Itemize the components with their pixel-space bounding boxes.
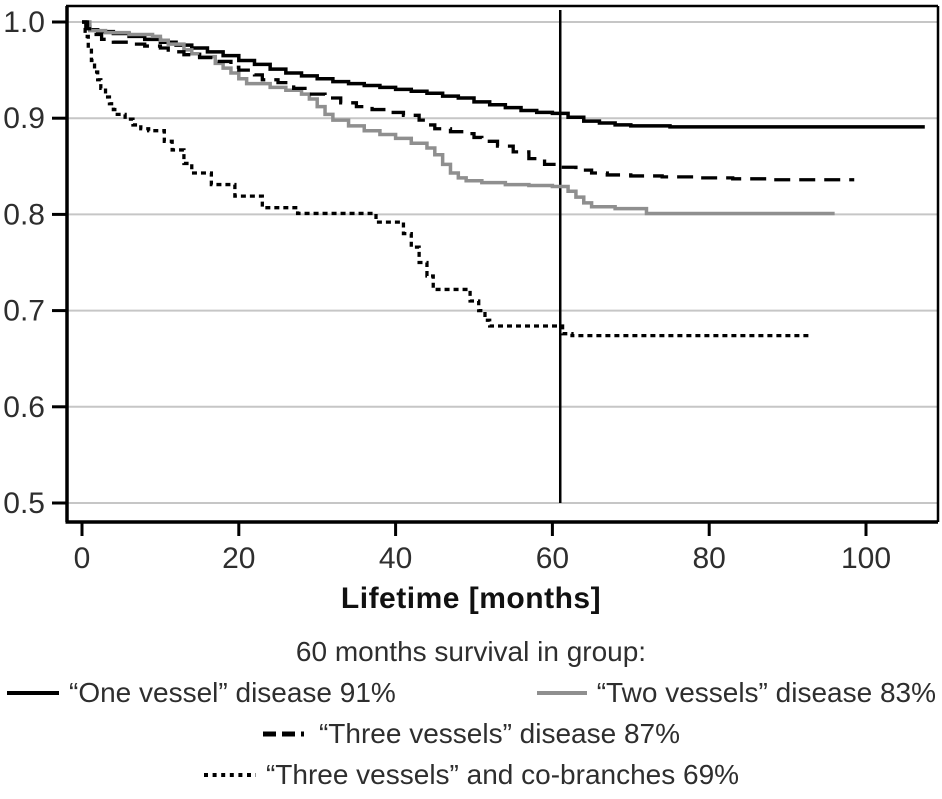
y-tick-label: 0.6 [3, 391, 45, 424]
x-axis-title: Lifetime [months] [340, 582, 602, 615]
legend-title: 60 months survival in group: [295, 636, 647, 667]
x-tick-label: 80 [693, 542, 726, 575]
legend-label-two-vessels: “Two vessels” disease 83% [596, 677, 936, 708]
line-sample-two-vessels-icon [536, 691, 587, 695]
legend-label-three-vessels: “Three vessels” disease 87% [318, 718, 681, 749]
x-tick-label: 20 [222, 542, 255, 575]
legend-row-2: “Three vessels” disease 87% [0, 718, 942, 750]
x-tick-label: 60 [536, 542, 569, 575]
series-curve-one-vessel [82, 20, 925, 129]
x-tick-label: 100 [841, 542, 891, 575]
legend-row-3: “Three vessels” and co-branches 69% [0, 759, 942, 791]
legend-item-co-branches: “Three vessels” and co-branches 69% [203, 759, 739, 791]
legend-label-co-branches: “Three vessels” and co-branches 69% [265, 759, 740, 790]
y-tick-label: 0.9 [3, 102, 45, 135]
line-sample-three-vessels-icon [262, 731, 309, 737]
legend-item-one-vessel: “One vessel” disease 91% [6, 677, 396, 709]
legend-row-1: “One vessel” disease 91% “Two vessels” d… [0, 677, 942, 709]
line-sample-co-branches-icon [203, 773, 256, 777]
y-tick-label: 0.8 [3, 198, 45, 231]
legend-item-three-vessels: “Three vessels” disease 87% [262, 718, 680, 750]
y-tick-label: 0.7 [3, 295, 45, 328]
x-tick-label: 0 [74, 542, 91, 575]
series-curve-three-vessels [82, 20, 855, 182]
survival-chart-plot-area: 1.0 0.9 0.8 0.7 0.6 0.5 0 20 40 60 80 100 [3, 4, 940, 575]
series-curve-three-vessels-co-branches [82, 20, 812, 338]
x-tick-label: 40 [379, 542, 412, 575]
legend-label-one-vessel: “One vessel” disease 91% [69, 677, 396, 708]
legend: 60 months survival in group: “One vessel… [0, 636, 942, 791]
line-sample-one-vessel-icon [7, 691, 59, 695]
y-tick-label: 1.0 [3, 6, 45, 39]
y-tick-label: 0.5 [3, 487, 45, 520]
series-curve-two-vessels [82, 20, 835, 216]
legend-item-two-vessels: “Two vessels” disease 83% [536, 677, 936, 709]
